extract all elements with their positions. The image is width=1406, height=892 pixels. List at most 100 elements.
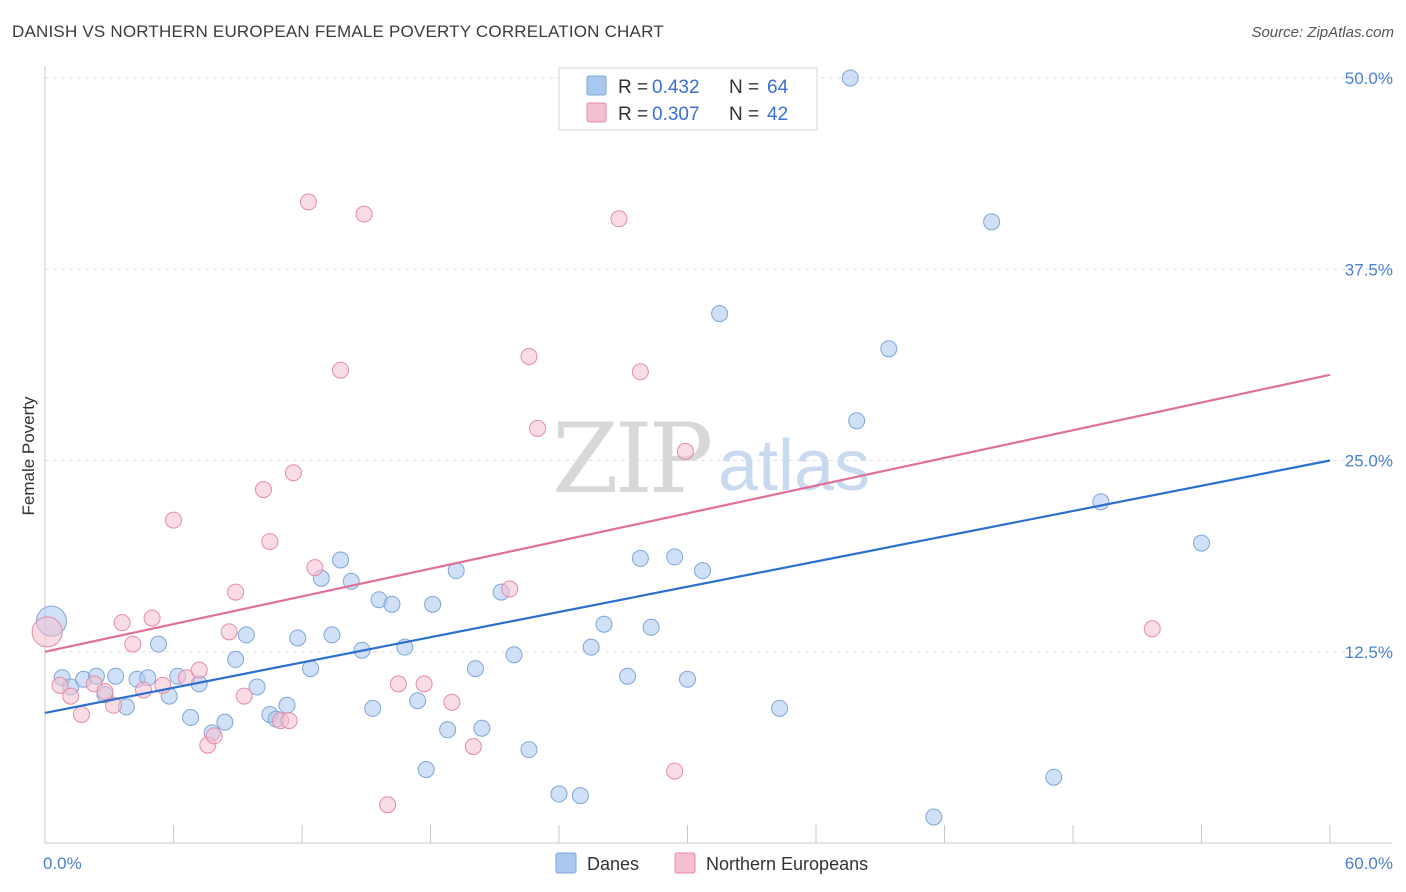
point-danes-61	[1045, 768, 1063, 786]
legend-n-value-danes: 64	[767, 77, 789, 98]
point-danes-46	[582, 638, 600, 656]
point-danes-48	[619, 667, 637, 685]
point-northern-europeans-20	[254, 481, 272, 499]
x-tick-labels: 0.0% 60.0%	[43, 854, 1393, 873]
point-danes-18	[237, 626, 255, 644]
grid-lines	[45, 77, 1392, 653]
point-danes-50	[642, 618, 660, 636]
point-northern-europeans-36	[529, 419, 547, 437]
point-danes-27	[332, 551, 350, 569]
point-northern-europeans-28	[355, 205, 373, 223]
point-northern-europeans-12	[165, 511, 182, 529]
point-northern-europeans-32	[443, 693, 461, 711]
point-northern-europeans-1	[51, 676, 69, 694]
point-northern-europeans-29	[379, 796, 397, 814]
point-northern-europeans-16	[205, 727, 223, 745]
point-northern-europeans-0	[31, 616, 63, 648]
point-northern-europeans-10	[143, 609, 161, 627]
chart-title: DANISH VS NORTHERN EUROPEAN FEMALE POVER…	[12, 22, 664, 41]
point-danes-39	[466, 660, 484, 678]
point-danes-56	[841, 69, 859, 87]
point-northern-europeans-26	[306, 559, 324, 577]
y-tick-label-1: 25.0%	[1345, 452, 1393, 471]
point-northern-europeans-8	[124, 635, 142, 653]
axes	[44, 66, 1392, 844]
legend-r-label-northern-europeans: R =	[618, 104, 648, 125]
point-danes-43	[520, 741, 538, 759]
point-danes-19	[248, 678, 266, 696]
point-danes-13	[182, 709, 200, 727]
point-danes-23	[289, 629, 307, 647]
point-danes-40	[473, 719, 491, 737]
point-northern-europeans-17	[220, 623, 238, 641]
legend-n-label-danes: N =	[729, 77, 759, 98]
point-northern-europeans-21	[261, 533, 279, 551]
point-danes-42	[505, 646, 523, 664]
y-axis-title: Female Poverty	[19, 396, 38, 516]
trend-lines	[44, 373, 1331, 715]
top-legend: R = 0.432 N = 64 R = 0.307 N = 42	[558, 67, 818, 131]
point-danes-57	[848, 412, 866, 430]
bottom-legend-label-danes: Danes	[587, 854, 639, 874]
point-danes-63	[1193, 534, 1210, 552]
legend-n-value-northern-europeans: 42	[767, 104, 788, 125]
point-northern-europeans-40	[676, 442, 694, 460]
point-northern-europeans-24	[284, 464, 302, 482]
point-danes-26	[323, 626, 341, 644]
y-tick-label-3: 50.0%	[1345, 69, 1393, 88]
point-northern-europeans-14	[190, 661, 208, 679]
legend-swatch-danes	[586, 75, 607, 96]
point-danes-34	[409, 692, 427, 710]
legend-r-value-danes: 0.432	[652, 77, 700, 98]
point-danes-17	[227, 650, 245, 668]
point-northern-europeans-38	[631, 363, 649, 381]
point-danes-58	[880, 340, 898, 358]
point-northern-europeans-7	[113, 614, 131, 632]
point-danes-44	[550, 785, 568, 803]
point-danes-59	[925, 808, 943, 826]
point-danes-60	[983, 213, 1001, 231]
point-danes-30	[364, 699, 382, 717]
point-northern-europeans-27	[332, 361, 350, 379]
point-northern-europeans-3	[72, 705, 90, 723]
point-danes-10	[150, 635, 168, 653]
point-northern-europeans-39	[666, 762, 684, 780]
y-tick-label-2: 37.5%	[1345, 260, 1393, 279]
watermark-atlas: atlas	[718, 426, 870, 506]
trend-line-danes	[44, 459, 1331, 715]
legend-r-label-danes: R =	[618, 77, 648, 98]
y-tick-labels: 12.5% 25.0% 37.5% 50.0%	[1345, 69, 1393, 662]
point-danes-55	[771, 699, 789, 717]
point-danes-22	[278, 696, 296, 714]
point-danes-51	[666, 548, 684, 566]
bottom-legend-swatch-northern-europeans	[674, 852, 696, 874]
point-northern-europeans-19	[235, 687, 253, 705]
trend-line-northern-europeans	[44, 373, 1331, 653]
point-danes-35	[417, 761, 435, 779]
point-northern-europeans-2	[62, 687, 80, 705]
point-danes-32	[383, 595, 401, 613]
bottom-legend: Danes Northern Europeans	[555, 852, 868, 874]
point-northern-europeans-31	[415, 675, 433, 693]
point-danes-6	[107, 667, 125, 685]
point-danes-45	[571, 787, 589, 805]
point-northern-europeans-23	[280, 712, 298, 730]
point-northern-europeans-25	[299, 193, 317, 211]
bottom-legend-label-northern-europeans: Northern Europeans	[706, 854, 868, 874]
point-northern-europeans-18	[227, 583, 245, 601]
point-danes-37	[439, 721, 457, 739]
point-northern-europeans-30	[389, 675, 407, 693]
x-tick-label-max: 60.0%	[1345, 854, 1393, 873]
point-danes-36	[424, 595, 442, 613]
point-danes-49	[631, 549, 649, 567]
point-danes-16	[216, 713, 234, 731]
bottom-legend-swatch-danes	[555, 852, 577, 874]
watermark: ZIP atlas	[552, 403, 870, 515]
point-danes-54	[711, 305, 729, 323]
x-tick-label-min: 0.0%	[43, 854, 82, 873]
point-northern-europeans-34	[501, 580, 519, 598]
point-northern-europeans-5	[96, 683, 114, 701]
y-tick-label-0: 12.5%	[1345, 643, 1393, 662]
point-northern-europeans-41	[1143, 620, 1161, 638]
